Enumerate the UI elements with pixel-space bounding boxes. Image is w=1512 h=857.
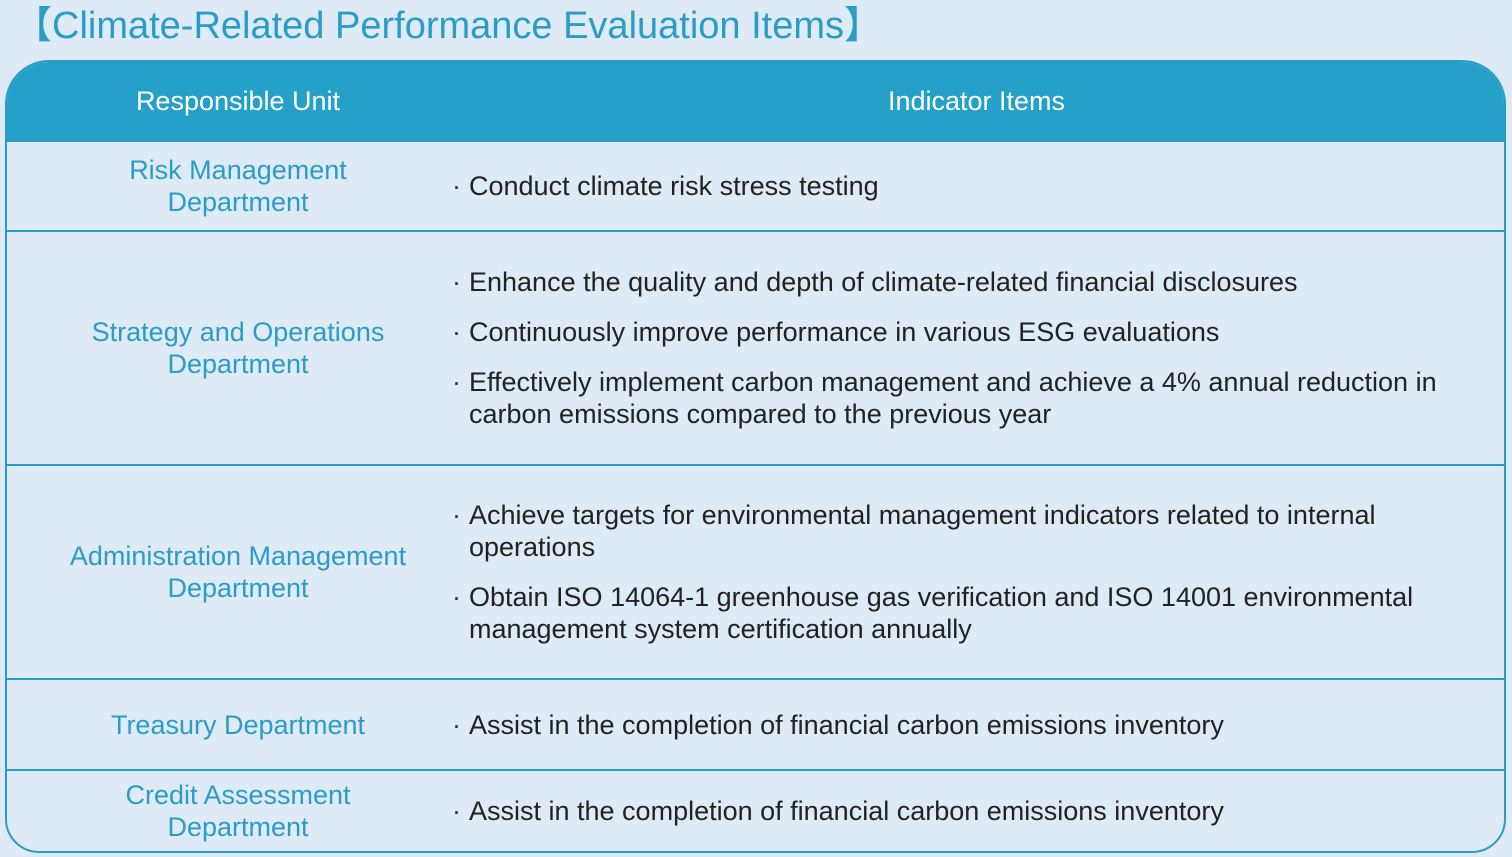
indicator-item-text: Assist in the completion of financial ca… <box>469 796 1224 826</box>
table-row: Strategy and Operations Department · Enha… <box>7 230 1504 464</box>
responsible-unit-cell: Treasury Department <box>7 680 469 769</box>
indicator-item: · Assist in the completion of financial c… <box>452 709 1474 741</box>
bullet-icon: · <box>452 171 461 201</box>
indicator-items-cell: · Assist in the completion of financial c… <box>452 771 1504 851</box>
responsible-unit-name: Strategy and Operations Department <box>91 317 385 379</box>
indicator-item: · Conduct climate risk stress testing <box>452 170 1474 202</box>
evaluation-table: Responsible Unit Indicator Items Risk Ma… <box>5 60 1506 853</box>
responsible-unit-cell: Risk Management Department <box>7 142 469 230</box>
bullet-icon: · <box>452 367 461 397</box>
responsible-unit-cell: Strategy and Operations Department <box>7 232 469 464</box>
responsible-unit-name: Treasury Department <box>110 709 366 740</box>
column-header-indicator-items: Indicator Items <box>887 85 1066 116</box>
indicator-item: · Assist in the completion of financial c… <box>452 795 1474 827</box>
responsible-unit-name: Credit Assessment Department <box>125 780 351 842</box>
table-header: Responsible Unit Indicator Items <box>7 62 1504 140</box>
bullet-icon: · <box>452 267 461 297</box>
page-title: 【Climate-Related Performance Evaluation … <box>14 5 883 47</box>
indicator-item: · Obtain ISO 14064-1 greenhouse gas verif… <box>452 581 1474 645</box>
indicator-item: · Effectively implement carbon management… <box>452 366 1474 430</box>
bullet-icon: · <box>452 582 461 612</box>
responsible-unit-name: Risk Management Department <box>129 155 347 217</box>
indicator-item: · Achieve targets for environmental manag… <box>452 499 1474 563</box>
column-header-responsible-unit: Responsible Unit <box>135 85 341 116</box>
table-row: Administration Management Department · Ac… <box>7 464 1504 678</box>
indicator-item: · Enhance the quality and depth of climat… <box>452 266 1474 298</box>
indicator-items-cell: · Conduct climate risk stress testing <box>452 142 1504 230</box>
indicator-item: · Continuously improve performance in var… <box>452 316 1474 348</box>
bullet-icon: · <box>452 796 461 826</box>
indicator-items-cell: · Achieve targets for environmental manag… <box>452 466 1504 678</box>
indicator-item-text: Achieve targets for environmental manage… <box>469 500 1376 562</box>
table-row: Treasury Department · Assist in the compl… <box>7 678 1504 769</box>
responsible-unit-name: Administration Management Department <box>69 541 407 603</box>
indicator-item-text: Effectively implement carbon management … <box>469 367 1437 429</box>
indicator-item-text: Enhance the quality and depth of climate… <box>469 267 1298 297</box>
indicator-item-text: Continuously improve performance in vari… <box>469 317 1220 347</box>
indicator-items-cell: · Assist in the completion of financial c… <box>452 680 1504 769</box>
bullet-icon: · <box>452 500 461 530</box>
indicator-item-text: Obtain ISO 14064-1 greenhouse gas verifi… <box>469 582 1414 644</box>
indicator-items-cell: · Enhance the quality and depth of climat… <box>452 232 1504 464</box>
bullet-icon: · <box>452 709 461 740</box>
responsible-unit-cell: Credit Assessment Department <box>7 771 469 851</box>
table-row: Credit Assessment Department · Assist in … <box>7 769 1504 851</box>
bullet-icon: · <box>452 317 461 347</box>
indicator-item-text: Assist in the completion of financial ca… <box>469 709 1224 740</box>
table-row: Risk Management Department · Conduct clim… <box>7 140 1504 230</box>
indicator-item-text: Conduct climate risk stress testing <box>469 171 879 201</box>
responsible-unit-cell: Administration Management Department <box>7 466 469 678</box>
